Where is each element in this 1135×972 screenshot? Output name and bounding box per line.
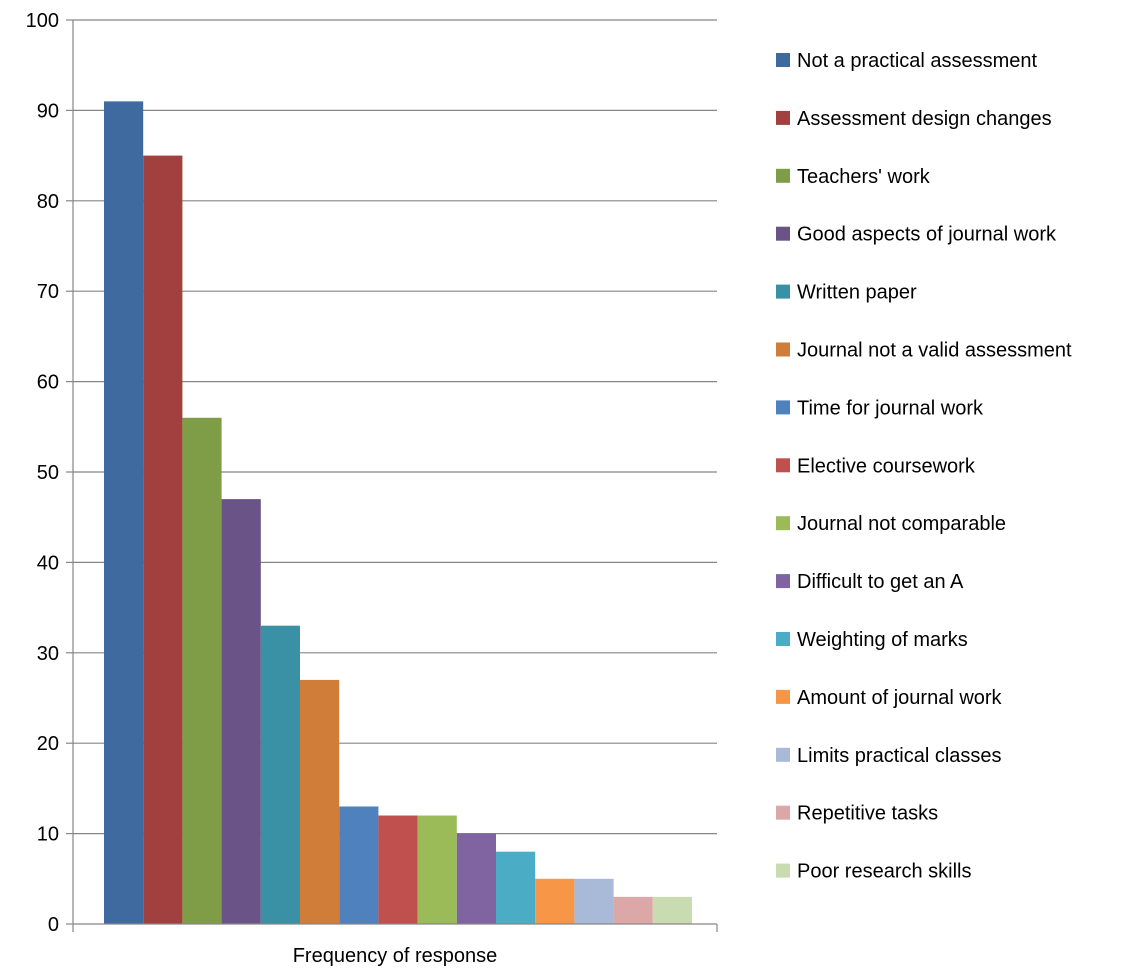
bar [378, 815, 418, 924]
legend-label: Teachers' work [797, 166, 931, 188]
axes [72, 20, 718, 932]
bar [260, 625, 300, 924]
legend-swatch [776, 284, 790, 299]
bar [496, 851, 536, 924]
bar [417, 815, 457, 924]
legend-label: Poor research skills [797, 861, 972, 883]
bar [535, 878, 575, 924]
legend-label: Time for journal work [797, 397, 984, 419]
y-tick-label: 40 [37, 552, 59, 574]
legend-swatch [776, 342, 790, 357]
y-axis-tick-labels: 0 10 20 30 40 50 60 70 80 90 100 [26, 10, 59, 936]
bar [300, 679, 340, 924]
y-tick-label: 80 [37, 191, 59, 213]
y-tick-label: 60 [37, 372, 59, 394]
legend-swatch [776, 516, 790, 531]
legend-label: Journal not a valid assessment [797, 340, 1072, 362]
y-tick-label: 50 [37, 462, 59, 484]
legend-label: Amount of journal work [797, 687, 1003, 709]
bar [104, 101, 144, 925]
legend-swatch [776, 863, 790, 878]
x-axis-label: Frequency of response [293, 945, 498, 967]
legend-swatch [776, 805, 790, 820]
legend-label: Good aspects of journal work [797, 224, 1057, 246]
legend-swatch [776, 400, 790, 415]
bar [574, 878, 614, 924]
legend-swatch [776, 53, 790, 67]
legend-label: Not a practical assessment [797, 50, 1038, 72]
legend-swatch [776, 689, 790, 704]
y-tick-label: 70 [37, 281, 59, 303]
legend-swatch [776, 632, 790, 646]
legend-swatch [776, 226, 790, 241]
y-tick-label: 0 [48, 914, 59, 936]
bar [613, 896, 653, 924]
legend-label: Weighting of marks [797, 629, 968, 651]
bars [104, 101, 692, 925]
legend-swatch [776, 747, 790, 762]
legend-label: Written paper [797, 282, 917, 304]
legend-label: Repetitive tasks [797, 803, 938, 825]
legend-label: Assessment design changes [797, 108, 1052, 130]
y-tick-label: 20 [37, 733, 59, 755]
y-tick-label: 30 [37, 643, 59, 665]
bar [143, 155, 183, 925]
legend-label: Difficult to get an A [797, 571, 964, 593]
y-tick-label: 100 [26, 10, 59, 32]
bar [339, 806, 379, 924]
legend-swatch [776, 574, 790, 589]
legend: Not a practical assessment Assessment des… [776, 50, 1072, 883]
legend-swatch [776, 458, 790, 473]
bar [182, 417, 222, 924]
bar [456, 833, 496, 924]
legend-swatch [776, 168, 790, 183]
y-tick-label: 90 [37, 100, 59, 122]
bar [221, 499, 261, 924]
bar [652, 896, 692, 924]
legend-swatch [776, 110, 790, 125]
legend-label: Journal not comparable [797, 513, 1006, 535]
legend-label: Elective coursework [797, 455, 976, 477]
legend-label: Limits practical classes [797, 745, 1002, 767]
y-tick-label: 10 [37, 824, 59, 846]
